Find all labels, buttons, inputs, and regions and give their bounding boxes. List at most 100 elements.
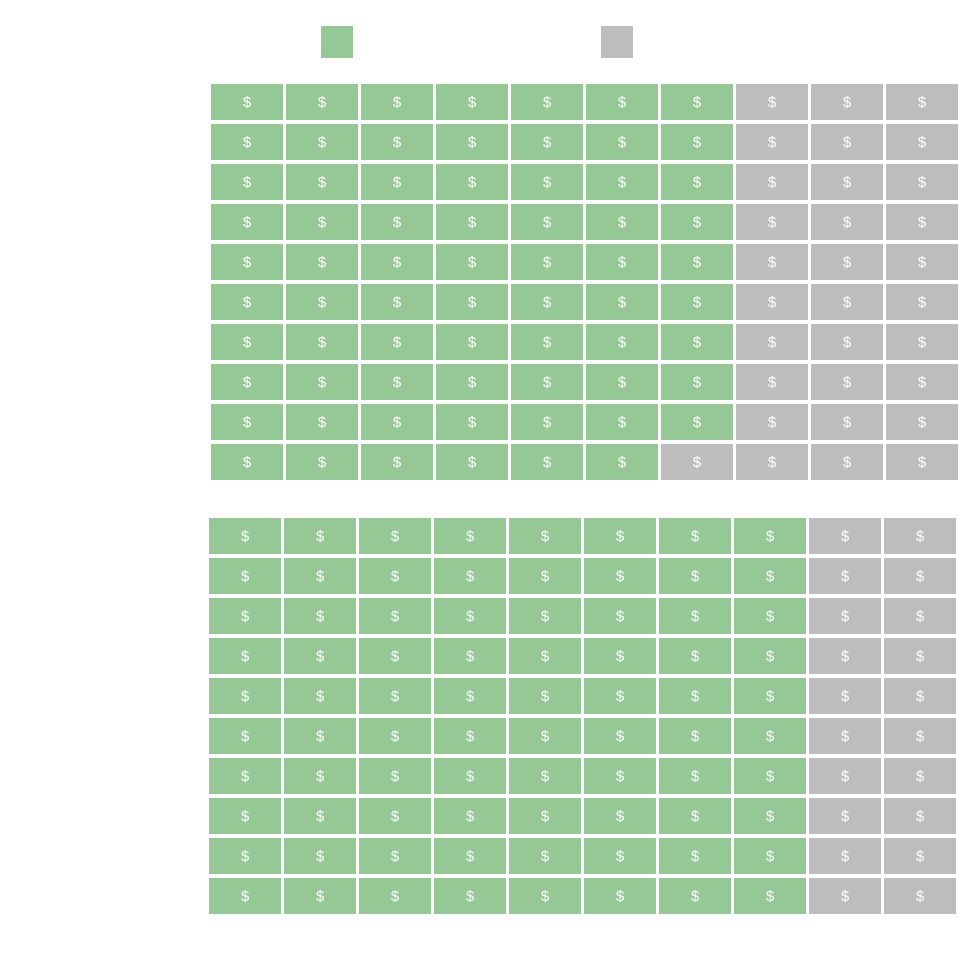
dollar-icon: $	[540, 567, 550, 585]
waffle-cell-filled: $	[661, 204, 733, 240]
dollar-icon: $	[392, 453, 402, 471]
dollar-icon: $	[540, 607, 550, 625]
waffle-cell-filled: $	[436, 124, 508, 160]
dollar-icon: $	[542, 93, 552, 111]
waffle-cell-filled: $	[661, 84, 733, 120]
dollar-icon: $	[767, 253, 777, 271]
waffle-cell-filled: $	[586, 444, 658, 480]
dollar-icon: $	[915, 727, 925, 745]
waffle-cell-filled: $	[734, 798, 806, 834]
dollar-icon: $	[915, 887, 925, 905]
waffle-cell-empty: $	[884, 598, 956, 634]
dollar-icon: $	[315, 807, 325, 825]
dollar-icon: $	[765, 527, 775, 545]
dollar-icon: $	[915, 567, 925, 585]
dollar-icon: $	[767, 293, 777, 311]
dollar-icon: $	[465, 727, 475, 745]
waffle-cell-filled: $	[359, 518, 431, 554]
dollar-icon: $	[690, 687, 700, 705]
waffle-cell-empty: $	[811, 244, 883, 280]
dollar-icon: $	[315, 607, 325, 625]
waffle-cell-filled: $	[284, 838, 356, 874]
dollar-icon: $	[767, 213, 777, 231]
waffle-cell-filled: $	[434, 758, 506, 794]
dollar-icon: $	[467, 333, 477, 351]
waffle-cell-filled: $	[211, 84, 283, 120]
dollar-icon: $	[465, 527, 475, 545]
dollar-icon: $	[317, 373, 327, 391]
dollar-icon: $	[692, 293, 702, 311]
dollar-icon: $	[617, 253, 627, 271]
waffle-cell-filled: $	[584, 678, 656, 714]
dollar-icon: $	[240, 807, 250, 825]
dollar-icon: $	[615, 607, 625, 625]
waffle-cell-filled: $	[659, 718, 731, 754]
dollar-icon: $	[765, 727, 775, 745]
waffle-cell-filled: $	[584, 758, 656, 794]
dollar-icon: $	[617, 213, 627, 231]
waffle-cell-filled: $	[659, 558, 731, 594]
dollar-icon: $	[840, 607, 850, 625]
waffle-cell-filled: $	[284, 678, 356, 714]
waffle-cell-empty: $	[736, 244, 808, 280]
dollar-icon: $	[467, 133, 477, 151]
waffle-cell-filled: $	[734, 758, 806, 794]
dollar-icon: $	[240, 727, 250, 745]
waffle-cell-empty: $	[884, 878, 956, 914]
dollar-icon: $	[915, 647, 925, 665]
dollar-icon: $	[542, 333, 552, 351]
waffle-cell-filled: $	[361, 284, 433, 320]
waffle-cell-filled: $	[286, 364, 358, 400]
dollar-icon: $	[692, 413, 702, 431]
waffle-cell-empty: $	[736, 444, 808, 480]
dollar-icon: $	[615, 767, 625, 785]
waffle-cell-empty: $	[886, 204, 958, 240]
dollar-icon: $	[540, 807, 550, 825]
dollar-icon: $	[692, 253, 702, 271]
dollar-icon: $	[240, 767, 250, 785]
waffle-cell-filled: $	[734, 678, 806, 714]
waffle-cell-filled: $	[209, 518, 281, 554]
waffle-cell-filled: $	[659, 598, 731, 634]
waffle-cell-filled: $	[211, 444, 283, 480]
dollar-icon: $	[842, 213, 852, 231]
dollar-icon: $	[542, 253, 552, 271]
waffle-cell-filled: $	[509, 838, 581, 874]
dollar-icon: $	[242, 293, 252, 311]
waffle-cell-filled: $	[584, 838, 656, 874]
dollar-icon: $	[390, 567, 400, 585]
dollar-icon: $	[392, 333, 402, 351]
dollar-icon: $	[242, 253, 252, 271]
dollar-icon: $	[317, 453, 327, 471]
dollar-icon: $	[465, 807, 475, 825]
waffle-cell-filled: $	[434, 678, 506, 714]
waffle-cell-empty: $	[736, 364, 808, 400]
dollar-icon: $	[317, 293, 327, 311]
waffle-cell-filled: $	[434, 798, 506, 834]
waffle-cell-filled: $	[661, 364, 733, 400]
dollar-icon: $	[390, 847, 400, 865]
dollar-icon: $	[692, 133, 702, 151]
dollar-icon: $	[542, 213, 552, 231]
dollar-icon: $	[917, 413, 927, 431]
waffle-cell-filled: $	[361, 444, 433, 480]
waffle-cell-empty: $	[809, 518, 881, 554]
waffle-cell-filled: $	[361, 204, 433, 240]
waffle-cell-filled: $	[361, 364, 433, 400]
waffle-cell-filled: $	[359, 558, 431, 594]
waffle-cell-filled: $	[661, 284, 733, 320]
waffle-cell-empty: $	[886, 84, 958, 120]
dollar-icon: $	[615, 687, 625, 705]
dollar-icon: $	[915, 607, 925, 625]
dollar-icon: $	[840, 647, 850, 665]
waffle-cell-filled: $	[211, 204, 283, 240]
waffle-cell-empty: $	[811, 124, 883, 160]
dollar-icon: $	[842, 333, 852, 351]
waffle-cell-filled: $	[436, 284, 508, 320]
dollar-icon: $	[390, 727, 400, 745]
dollar-icon: $	[615, 887, 625, 905]
waffle-cell-filled: $	[436, 324, 508, 360]
dollar-icon: $	[242, 333, 252, 351]
dollar-icon: $	[917, 293, 927, 311]
dollar-icon: $	[617, 93, 627, 111]
